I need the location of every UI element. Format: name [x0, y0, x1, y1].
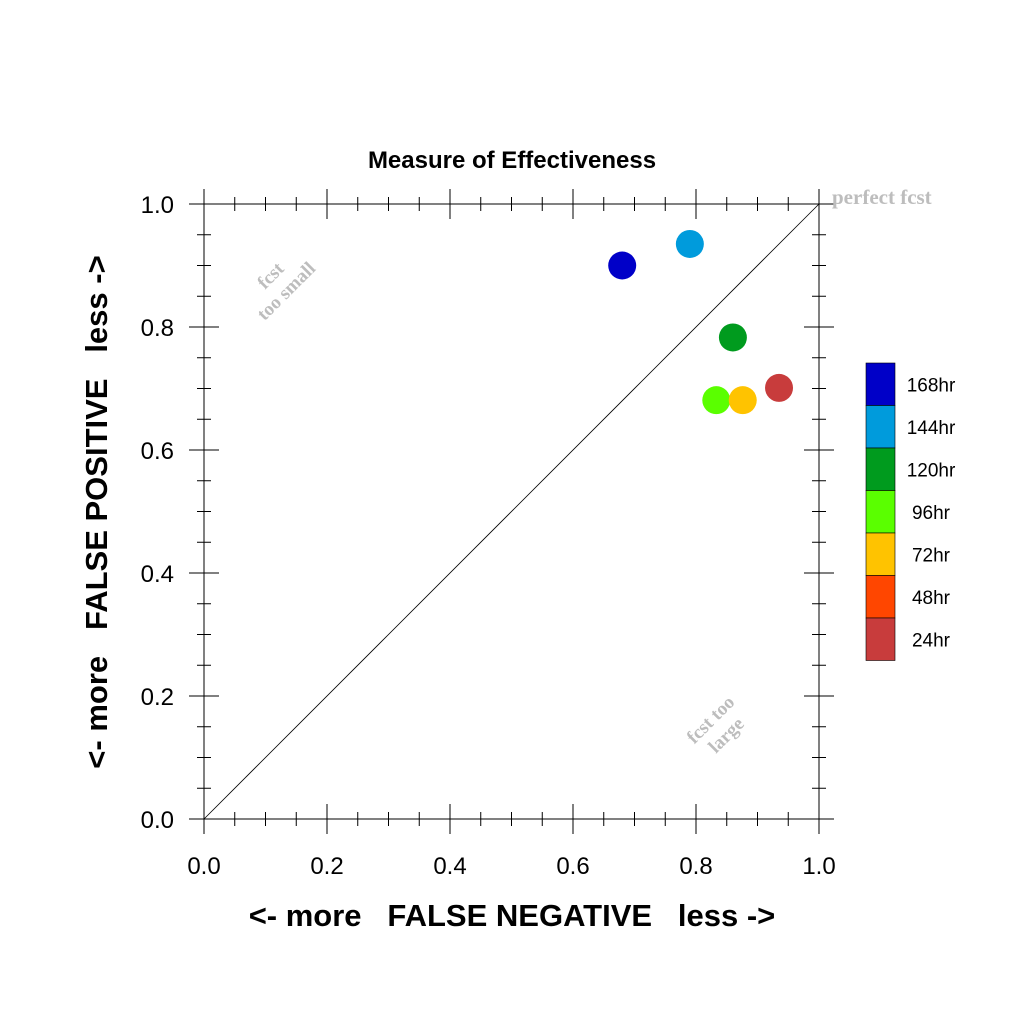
- legend-label-72hr: 72hr: [912, 545, 951, 566]
- annotation-too-large: fcst too large: [683, 692, 749, 758]
- legend-swatch-24hr: [865, 617, 896, 661]
- x-tick-label: 0.6: [556, 853, 589, 880]
- legend-swatch-72hr: [865, 532, 896, 576]
- x-tick-label: 0.4: [433, 853, 466, 880]
- point-72hr: [728, 386, 757, 415]
- y-axis-label: <- more FALSE POSITIVE less ->: [79, 255, 114, 768]
- y-tick-label: 0.2: [141, 684, 174, 711]
- legend-swatch-48hr: [865, 575, 896, 619]
- legend: 168hr 144hr 120hr 96hr 72hr 48hr 24hr: [865, 362, 956, 661]
- x-tick-label: 1.0: [802, 853, 835, 880]
- y-tick-label: 0.6: [141, 438, 174, 465]
- legend-label-144hr: 144hr: [907, 418, 956, 439]
- legend-label-96hr: 96hr: [912, 503, 951, 524]
- y-tick-label: 0.4: [141, 561, 174, 588]
- legend-label-120hr: 120hr: [907, 460, 956, 481]
- legend-swatch-144hr: [865, 405, 896, 449]
- annotation-perfect-fcst: perfect fcst: [832, 185, 932, 209]
- legend-swatch-168hr: [865, 362, 896, 406]
- x-tick-label: 0.8: [679, 853, 712, 880]
- legend-swatch-96hr: [865, 490, 896, 534]
- data-points: [608, 229, 794, 415]
- tick-labels: 0.0 0.2 0.4 0.6 0.8 1.0 0.0 0.2 0.4 0.6 0.8 1.0: [141, 192, 836, 880]
- diagonal-line: [203, 203, 820, 820]
- point-120hr: [718, 323, 747, 352]
- chart-title: Measure of Effectiveness: [368, 147, 656, 174]
- y-tick-label: 0.8: [141, 315, 174, 342]
- point-144hr: [675, 229, 704, 258]
- legend-swatch-120hr: [865, 447, 896, 491]
- point-168hr: [608, 251, 637, 280]
- tick-marks: [189, 189, 834, 834]
- point-24hr: [765, 373, 794, 402]
- x-axis-label: <- more FALSE NEGATIVE less ->: [249, 898, 776, 933]
- y-tick-label: 0.0: [141, 807, 174, 834]
- point-96hr: [702, 386, 731, 415]
- annotation-too-small: fcst too small: [253, 258, 320, 325]
- legend-label-168hr: 168hr: [907, 375, 956, 396]
- legend-label-48hr: 48hr: [912, 588, 951, 609]
- x-tick-label: 0.0: [187, 853, 220, 880]
- y-tick-label: 1.0: [141, 192, 174, 219]
- x-tick-label: 0.2: [310, 853, 343, 880]
- legend-label-24hr: 24hr: [912, 630, 951, 651]
